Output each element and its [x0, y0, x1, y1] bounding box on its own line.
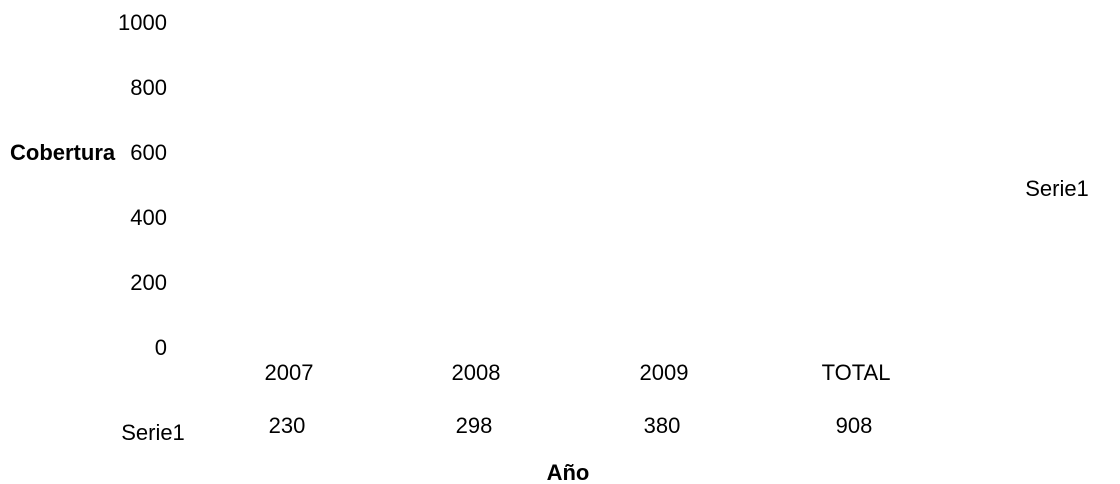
y-tick-label: 1000 — [118, 10, 167, 35]
bar — [801, 61, 911, 356]
y-tick-label: 0 — [155, 335, 167, 360]
y-tick-label: 400 — [130, 205, 167, 230]
x-tick-label: 2008 — [452, 360, 501, 385]
y-tick-label: 800 — [130, 75, 167, 100]
data-table-value: 908 — [836, 413, 873, 438]
x-axis-tick-labels: 2007 2008 2009 TOTAL — [265, 360, 891, 385]
bar-series — [234, 61, 911, 356]
bar — [234, 281, 344, 356]
data-table-value: 298 — [456, 413, 493, 438]
data-table: Serie1 230 298 380 908 — [121, 413, 872, 445]
y-axis-title: Cobertura — [10, 140, 116, 165]
data-table-value: 380 — [644, 413, 681, 438]
x-axis-title: Año — [547, 460, 590, 484]
y-tick-label: 600 — [130, 140, 167, 165]
x-tick-label: 2007 — [265, 360, 314, 385]
y-axis-tick-labels: 0 200 400 600 800 1000 — [118, 10, 167, 360]
x-tick-label: 2009 — [640, 360, 689, 385]
data-table-row-label: Serie1 — [121, 420, 185, 445]
bar — [609, 233, 719, 357]
legend-entry: Serie1 — [1025, 176, 1089, 201]
bar — [421, 259, 531, 356]
y-tick-label: 200 — [130, 270, 167, 295]
x-tick-label: TOTAL — [822, 360, 891, 385]
data-table-value: 230 — [269, 413, 306, 438]
